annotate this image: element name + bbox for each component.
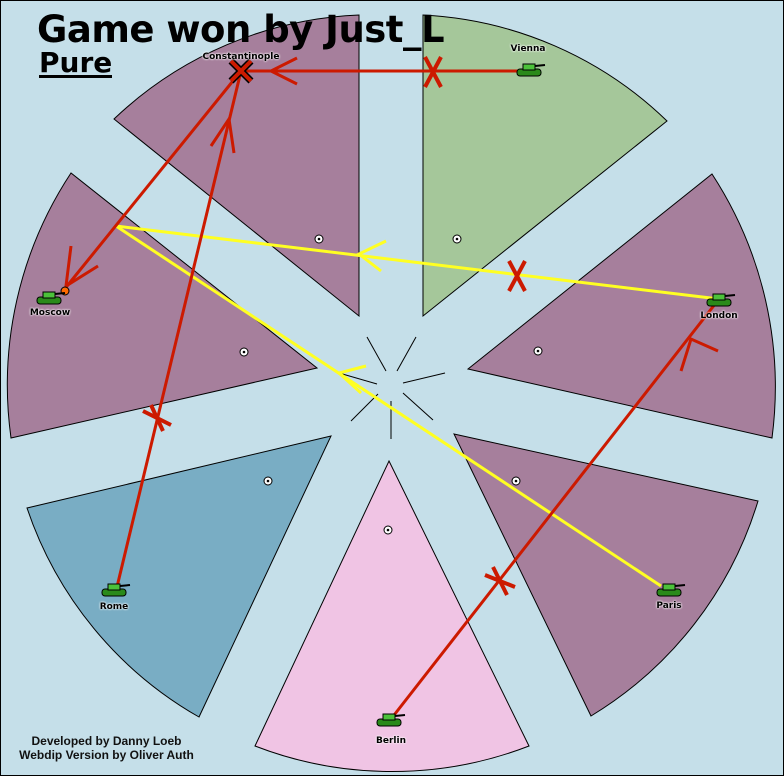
move-line bbox=[114, 70, 243, 592]
label-vienna: Vienna bbox=[510, 44, 546, 54]
territory-berlin[interactable] bbox=[254, 459, 530, 773]
failed-x-icon bbox=[484, 566, 516, 596]
label-london: London bbox=[700, 311, 738, 321]
army-tank-icon[interactable] bbox=[101, 583, 131, 597]
failed-x-icon bbox=[423, 56, 443, 88]
label-rome: Rome bbox=[99, 602, 129, 612]
support-line bbox=[115, 224, 662, 588]
variant-name: Pure bbox=[39, 46, 113, 79]
label-paris: Paris bbox=[656, 601, 682, 611]
army-tank-icon[interactable] bbox=[376, 713, 406, 727]
arrowhead bbox=[335, 364, 367, 395]
territory-london[interactable] bbox=[466, 173, 776, 439]
army-tank-icon[interactable] bbox=[516, 63, 546, 77]
army-tank-icon[interactable] bbox=[36, 291, 66, 305]
failed-x-icon bbox=[142, 404, 172, 432]
game-title: Game won by Just_L bbox=[37, 8, 445, 51]
territory-vienna[interactable] bbox=[422, 14, 668, 318]
support-orders bbox=[115, 224, 720, 588]
territory-paris[interactable] bbox=[453, 433, 759, 717]
failed-markers bbox=[142, 56, 527, 596]
units bbox=[36, 63, 736, 727]
army-tank-icon[interactable] bbox=[706, 293, 736, 307]
move-line bbox=[61, 70, 243, 292]
army-tank-icon[interactable] bbox=[656, 583, 686, 597]
label-constantinople: Constantinople bbox=[202, 52, 280, 62]
move-line bbox=[389, 298, 721, 720]
arrowhead bbox=[356, 239, 387, 273]
territory-rome[interactable] bbox=[26, 435, 332, 718]
credits: Developed by Danny Loeb Webdip Version b… bbox=[19, 734, 194, 762]
support-line bbox=[115, 224, 720, 301]
move-orders bbox=[61, 56, 721, 720]
label-berlin: Berlin bbox=[376, 736, 406, 746]
label-moscow: Moscow bbox=[29, 308, 71, 318]
credit-webdip: Webdip Version by Oliver Auth bbox=[19, 748, 194, 762]
territory-constantinople[interactable] bbox=[113, 14, 360, 318]
failed-x-icon bbox=[507, 260, 527, 292]
credit-developer: Developed by Danny Loeb bbox=[31, 734, 182, 748]
territory-moscow[interactable] bbox=[6, 172, 319, 439]
